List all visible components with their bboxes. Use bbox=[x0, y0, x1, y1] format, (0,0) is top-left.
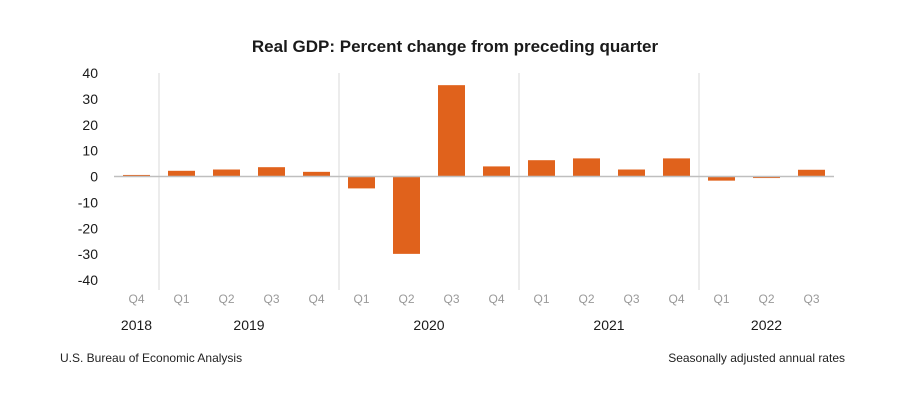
quarter-label: Q1 bbox=[353, 292, 369, 306]
bar bbox=[573, 158, 600, 177]
y-tick-label: -40 bbox=[78, 272, 98, 288]
bar bbox=[303, 171, 330, 177]
year-label: 2022 bbox=[751, 317, 782, 333]
y-tick-label: -20 bbox=[78, 220, 98, 236]
y-tick-label: 10 bbox=[82, 143, 98, 159]
quarter-label: Q3 bbox=[623, 292, 639, 306]
quarter-label: Q1 bbox=[713, 292, 729, 306]
quarter-label: Q2 bbox=[398, 292, 414, 306]
y-tick-label: -30 bbox=[78, 246, 98, 262]
bar bbox=[528, 160, 555, 177]
year-label: 2021 bbox=[593, 317, 624, 333]
y-tick-label: -10 bbox=[78, 194, 98, 210]
quarter-label: Q2 bbox=[578, 292, 594, 306]
quarter-label: Q1 bbox=[173, 292, 189, 306]
year-label: 2018 bbox=[121, 317, 152, 333]
rate-note: Seasonally adjusted annual rates bbox=[668, 351, 845, 365]
quarter-label: Q2 bbox=[758, 292, 774, 306]
quarter-label: Q4 bbox=[308, 292, 324, 306]
y-tick-label: 20 bbox=[82, 117, 98, 133]
bar bbox=[753, 176, 780, 179]
bar bbox=[168, 170, 195, 177]
year-label: 2020 bbox=[413, 317, 444, 333]
chart-title: Real GDP: Percent change from preceding … bbox=[252, 37, 659, 56]
quarter-label: Q4 bbox=[488, 292, 504, 306]
bar bbox=[123, 174, 150, 177]
quarter-label: Q4 bbox=[128, 292, 144, 306]
bar bbox=[393, 176, 420, 254]
y-tick-label: 40 bbox=[82, 65, 98, 81]
bar bbox=[663, 158, 690, 177]
bar bbox=[258, 167, 285, 177]
source-note: U.S. Bureau of Economic Analysis bbox=[60, 351, 243, 365]
bar bbox=[213, 169, 240, 177]
year-label: 2019 bbox=[233, 317, 264, 333]
quarter-label: Q3 bbox=[443, 292, 459, 306]
bar bbox=[708, 176, 735, 181]
bar bbox=[348, 176, 375, 189]
y-tick-label: 30 bbox=[82, 91, 98, 107]
quarter-label: Q4 bbox=[668, 292, 684, 306]
bar bbox=[438, 85, 465, 177]
y-tick-label: 0 bbox=[90, 169, 98, 185]
bar bbox=[618, 169, 645, 177]
bar bbox=[798, 169, 825, 177]
quarter-label: Q3 bbox=[803, 292, 819, 306]
bar bbox=[483, 166, 510, 177]
quarter-label: Q2 bbox=[218, 292, 234, 306]
quarter-label: Q1 bbox=[533, 292, 549, 306]
quarter-label: Q3 bbox=[263, 292, 279, 306]
